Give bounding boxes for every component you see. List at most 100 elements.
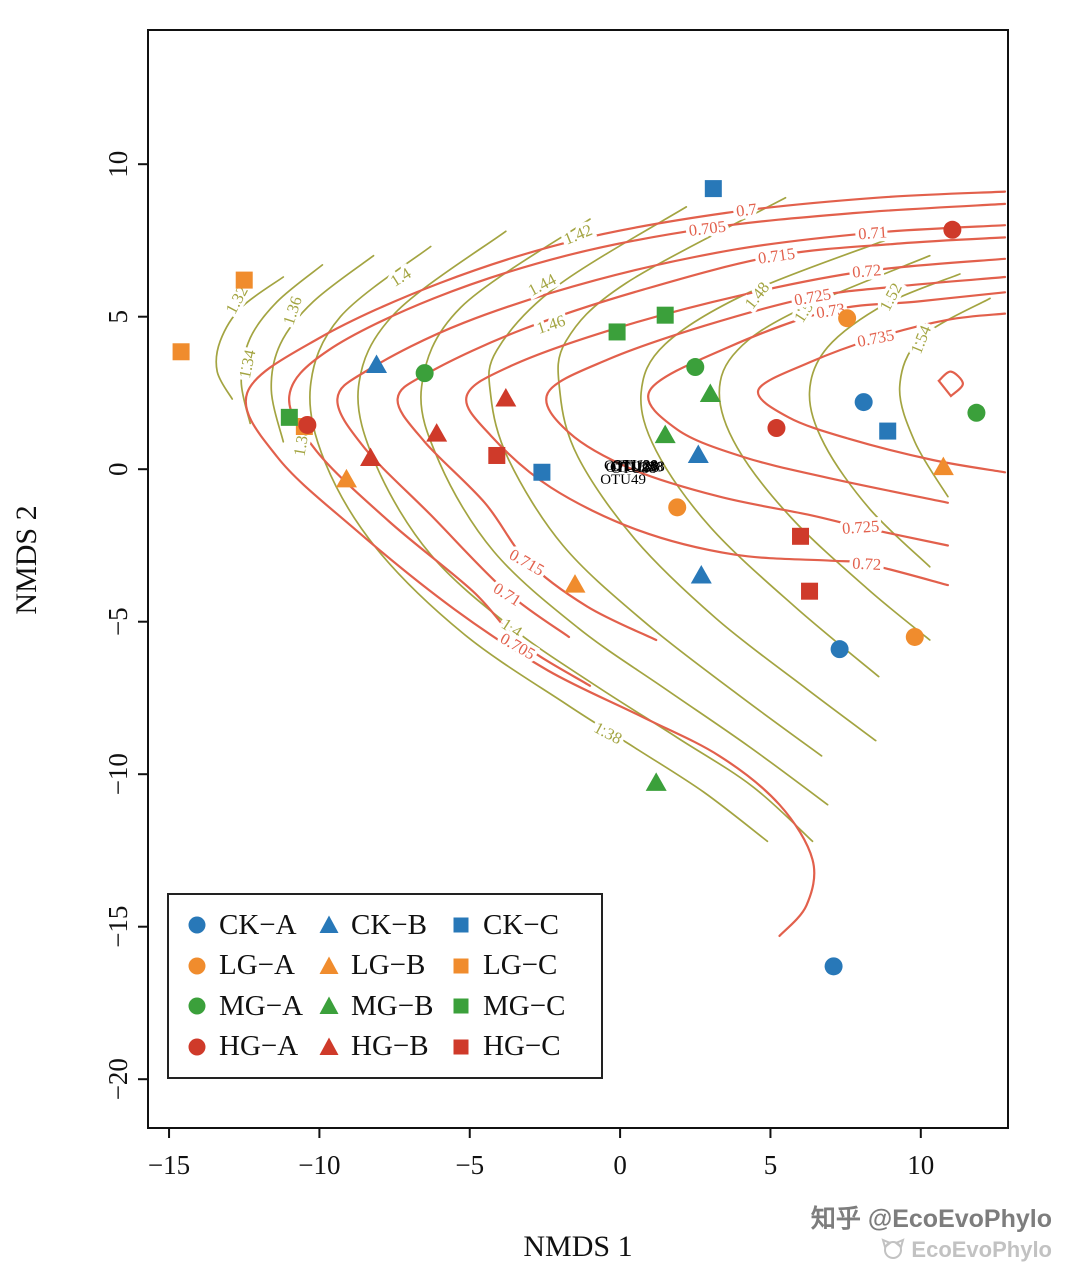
contour-line — [215, 276, 285, 400]
legend-item: LG−A — [187, 949, 319, 982]
contour-label: 0.71 — [858, 222, 888, 243]
y-tick-label: 5 — [103, 310, 133, 324]
data-point — [967, 403, 986, 422]
data-point — [564, 574, 586, 593]
contour-line — [488, 206, 823, 757]
legend-label: MG−B — [351, 989, 434, 1022]
y-tick-label: −5 — [103, 607, 133, 636]
legend-item: LG−B — [319, 949, 451, 982]
legend-label: MG−A — [219, 989, 304, 1022]
contour-label: 0.725 — [841, 516, 879, 538]
otu-label: OTU138 — [605, 460, 658, 476]
otu-label: OTU49 — [600, 472, 646, 488]
otu-label: OTU28 — [612, 458, 658, 474]
data-point — [879, 422, 897, 440]
data-point — [656, 306, 674, 324]
data-point — [668, 498, 687, 517]
contour-label: 1.42 — [561, 220, 595, 248]
contour-line — [557, 196, 877, 742]
legend-item: CK−B — [319, 909, 451, 942]
data-point — [704, 180, 722, 198]
legend-marker-circle — [188, 916, 206, 934]
data-point — [687, 444, 709, 463]
data-point — [824, 957, 843, 976]
axes: −15 −10 −5 0 5 10 −20 −15 −10 −5 0 5 10 NMDS 1 NMDS … — [10, 29, 1009, 1263]
legend-label: LG−A — [219, 949, 295, 982]
otu-label: OTU238 — [610, 460, 663, 476]
data-point — [366, 354, 388, 373]
data-point — [298, 415, 317, 434]
data-point — [172, 343, 190, 361]
data-point — [426, 423, 448, 442]
y-tick-label: −15 — [103, 906, 133, 948]
legend-item: MG−C — [451, 990, 583, 1023]
watermark-logo-text: EcoEvoPhylo — [911, 1236, 1052, 1262]
contour-label: 1.46 — [534, 311, 567, 338]
data-point — [699, 383, 721, 402]
data-point — [792, 527, 810, 545]
contour-line — [937, 370, 965, 398]
watermark-zhihu-text: 知乎 @EcoEvoPhylo — [810, 1205, 1052, 1234]
legend-marker-circle — [188, 1038, 206, 1056]
legend-marker-triangle — [319, 956, 339, 974]
legend-marker-square — [453, 998, 469, 1014]
legend-box: CK−A CK−B CK−C LG−A LG−B LG−C MG−A MG−B MG−C HG−A… — [167, 893, 603, 1079]
contour-line — [244, 190, 1007, 937]
x-tick-label: 0 — [613, 1150, 627, 1180]
data-point — [533, 463, 551, 481]
legend-label: HG−A — [219, 1030, 299, 1063]
data-point — [645, 772, 667, 791]
x-tick-label: −10 — [298, 1150, 340, 1180]
contour-label: 0.7 — [735, 199, 758, 220]
contour-line — [898, 297, 991, 498]
contour-line — [718, 254, 931, 641]
contour-labels: 1.321.341.361.381.41.421.441.461.48 1.5 1.… — [218, 196, 938, 752]
data-point — [495, 388, 517, 407]
legend-label: CK−C — [483, 908, 559, 941]
legend-marker-triangle — [319, 996, 339, 1015]
legend-label: HG−C — [483, 1030, 561, 1063]
plot-frame — [147, 29, 1009, 1129]
data-point — [335, 468, 357, 488]
contour-line — [309, 245, 769, 843]
y-axis-title: NMDS 2 — [10, 505, 43, 614]
data-point — [854, 393, 873, 412]
y-tick-label: −10 — [103, 753, 133, 795]
contour-label: 0.72 — [851, 260, 881, 281]
legend-marker-square — [453, 958, 469, 974]
data-point — [235, 271, 253, 289]
legend-item: LG−C — [451, 949, 583, 982]
data-point — [415, 364, 434, 383]
otu-label: OTU188 — [604, 458, 657, 474]
legend-marker-triangle — [319, 915, 339, 934]
data-point — [767, 419, 786, 438]
legend-item: CK−C — [451, 909, 583, 942]
contour-label: 0.72 — [852, 554, 882, 574]
contour-label: 1.34 — [235, 348, 260, 380]
otu-label: OTU258 — [611, 459, 664, 475]
data-point — [838, 309, 857, 328]
legend-label: CK−A — [219, 908, 297, 941]
data-point — [905, 627, 924, 646]
data-point — [608, 323, 626, 341]
data-point — [943, 220, 962, 239]
contour-line — [240, 264, 324, 425]
contour-line — [756, 312, 1007, 474]
legend-marker-triangle — [319, 1037, 339, 1055]
data-point — [280, 408, 298, 426]
otu-label: OTU88 — [611, 461, 657, 477]
data-point — [801, 582, 819, 600]
legend-label: CK−B — [351, 908, 427, 941]
data-points — [172, 180, 986, 976]
legend-item: MG−B — [319, 990, 451, 1023]
contour-line — [270, 254, 375, 443]
contour-line — [545, 275, 1007, 547]
contour-label: 1.36 — [279, 294, 306, 327]
contour-line — [420, 218, 829, 806]
legend-label: HG−B — [351, 1030, 429, 1063]
legend-item: HG−C — [451, 1030, 583, 1063]
contour-line — [639, 239, 886, 678]
contour-label: 0.705 — [688, 217, 727, 240]
contour-line — [357, 230, 814, 843]
